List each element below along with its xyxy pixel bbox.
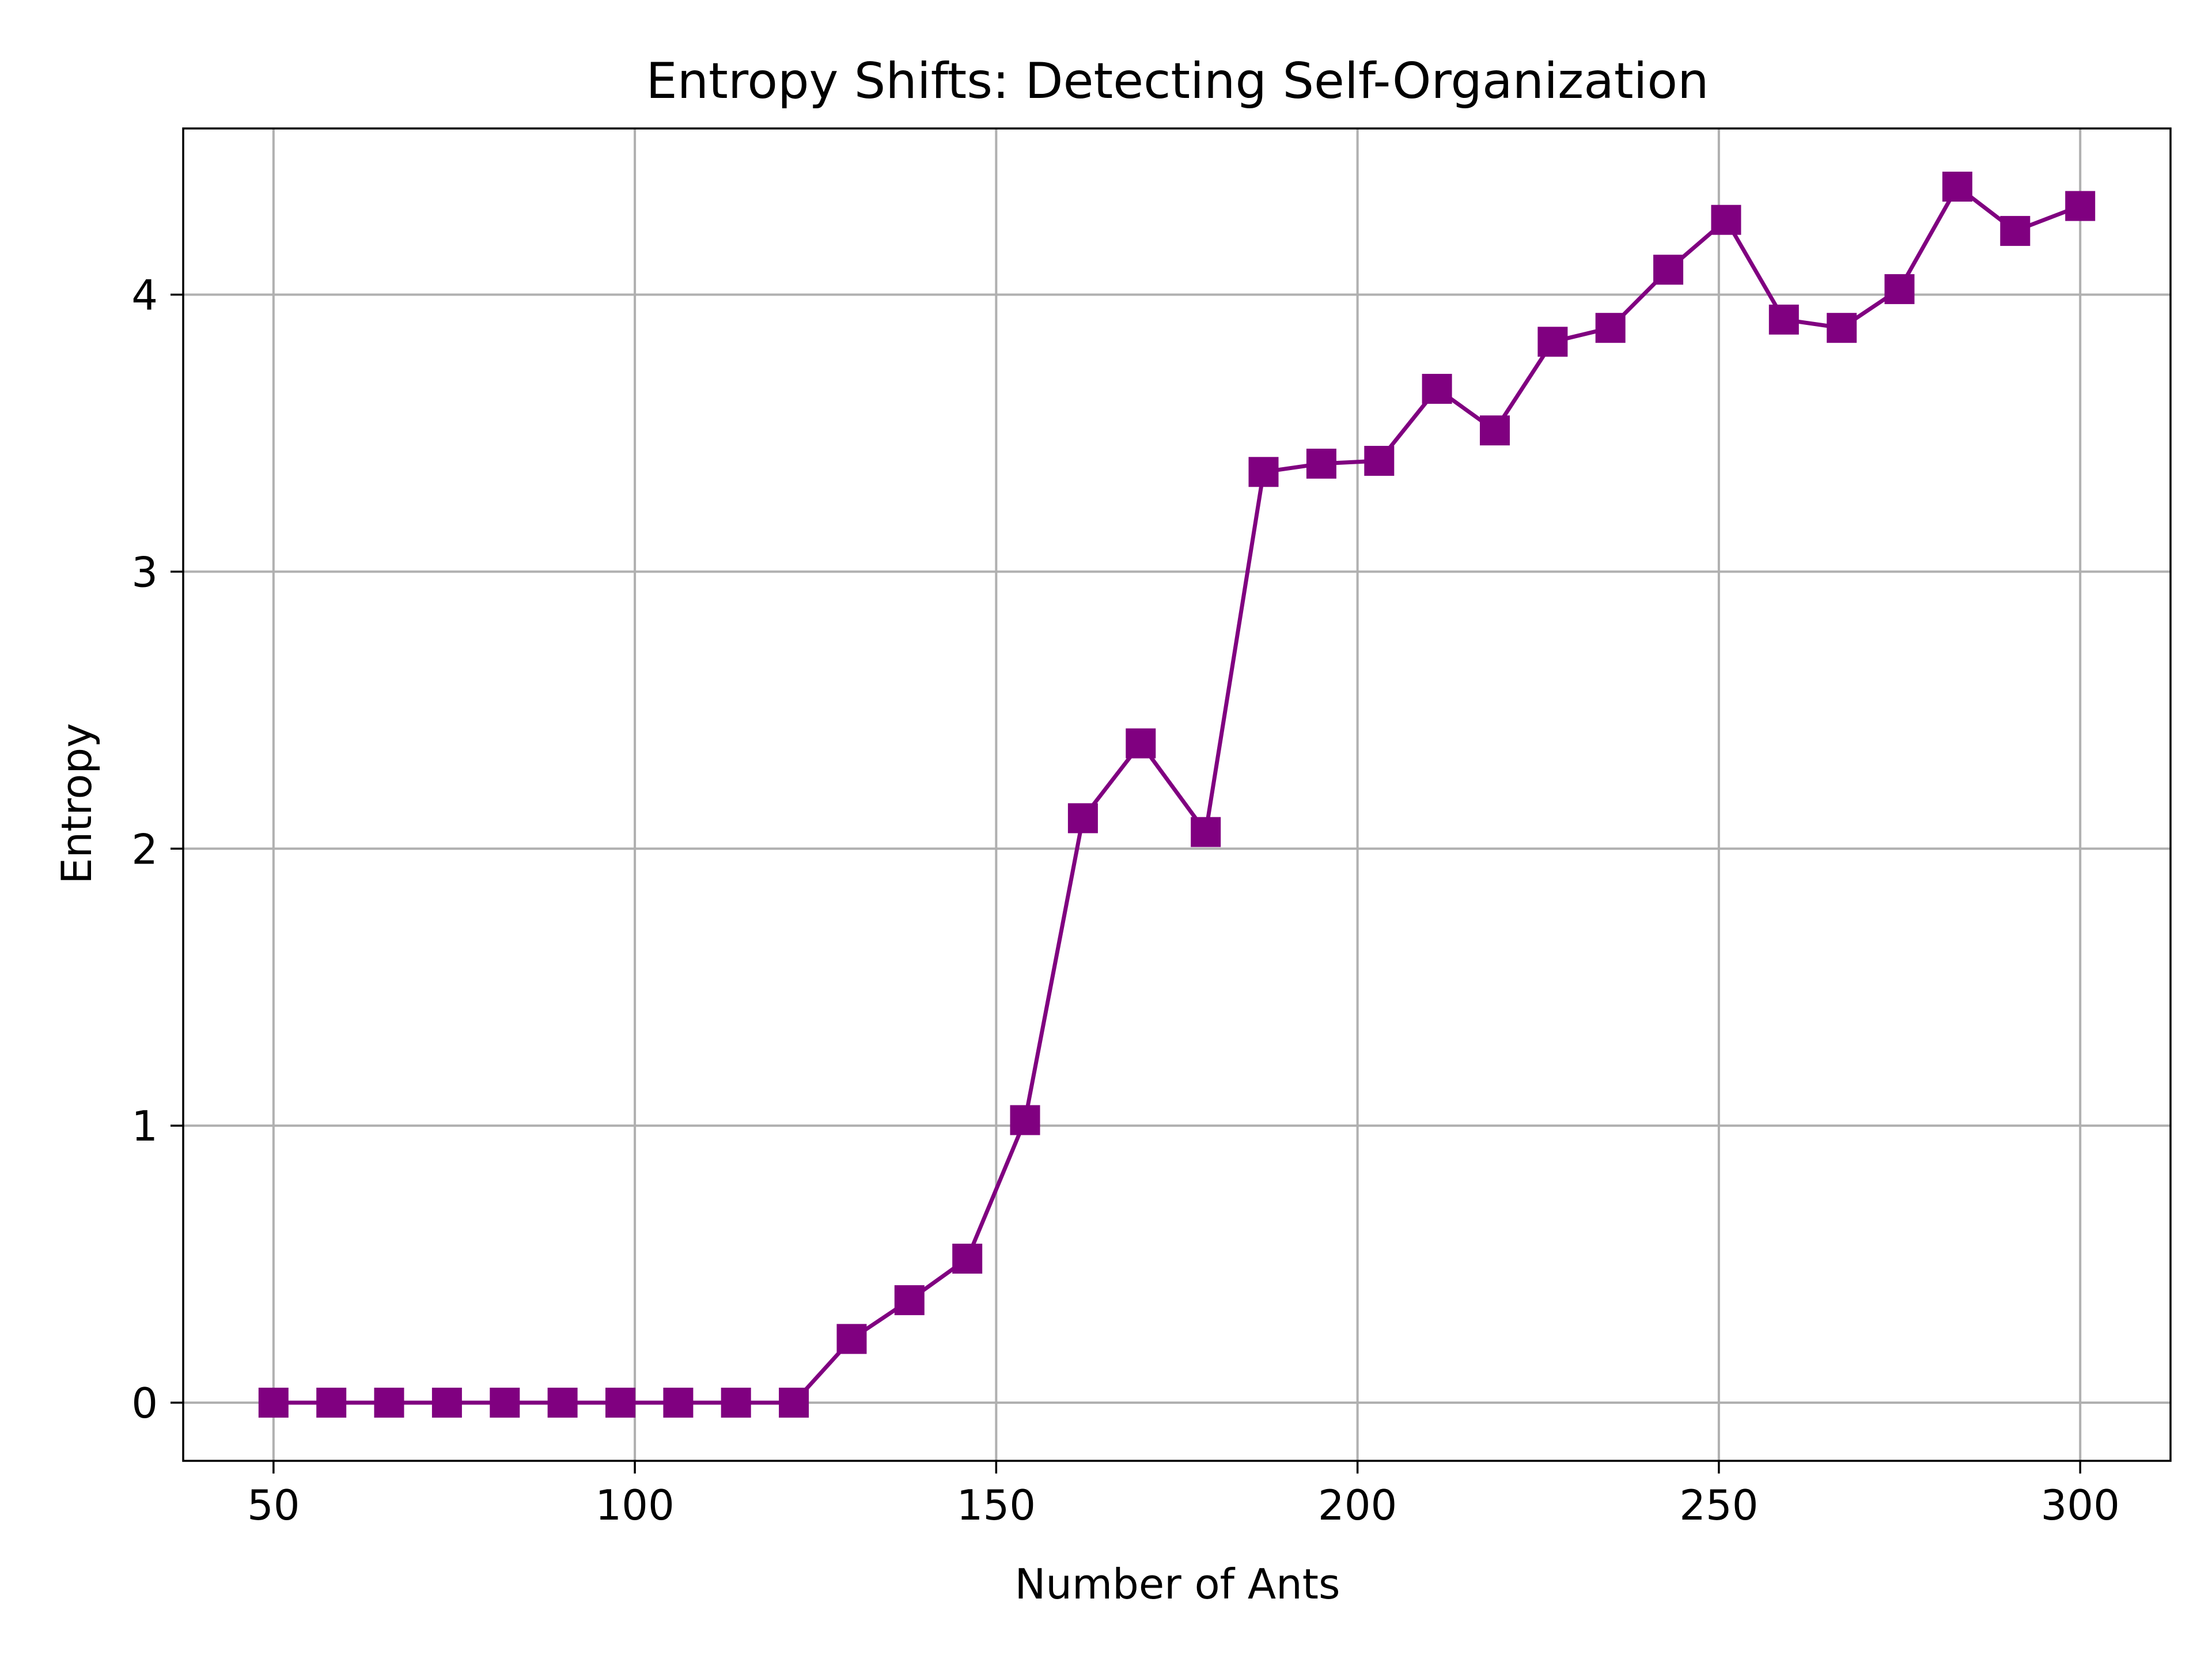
data-point	[1248, 457, 1279, 487]
y-tick-label: 4	[131, 271, 158, 320]
data-point	[316, 1388, 347, 1418]
y-axis-label: Entropy	[52, 723, 101, 884]
data-point	[779, 1388, 809, 1418]
data-point	[2065, 191, 2096, 221]
data-point	[1364, 446, 1395, 476]
data-point	[1537, 327, 1568, 357]
data-point	[431, 1388, 462, 1418]
data-point	[1306, 448, 1336, 479]
data-point	[258, 1388, 289, 1418]
x-tick-label: 300	[2040, 1481, 2119, 1529]
y-axis: 0 1 2 3 4	[131, 271, 183, 1427]
data-point	[1010, 1105, 1040, 1135]
x-tick-label: 100	[595, 1481, 674, 1529]
data-point	[1595, 313, 1626, 343]
data-point	[1884, 274, 1915, 304]
y-tick-label: 1	[131, 1102, 158, 1150]
y-tick-label: 3	[131, 548, 158, 596]
data-point	[374, 1388, 404, 1418]
x-tick-label: 150	[957, 1481, 1036, 1529]
data-point	[836, 1324, 867, 1354]
x-axis-label: Number of Ants	[1014, 1560, 1340, 1608]
chart-title: Entropy Shifts: Detecting Self-Organizat…	[646, 52, 1709, 110]
x-tick-label: 200	[1318, 1481, 1397, 1529]
data-point	[2000, 215, 2031, 246]
x-tick-label: 50	[247, 1481, 300, 1529]
data-point	[547, 1388, 578, 1418]
y-tick-label: 2	[131, 825, 158, 873]
data-point	[1191, 817, 1221, 847]
data-point	[1480, 415, 1510, 446]
data-point	[1942, 172, 1972, 202]
data-point	[1653, 255, 1684, 285]
data-point	[1768, 304, 1799, 335]
y-tick-label: 0	[131, 1379, 158, 1427]
data-point	[1711, 204, 1741, 235]
data-point	[1067, 803, 1098, 834]
data-point	[894, 1285, 925, 1316]
data-point	[1422, 374, 1452, 404]
x-tick-label: 250	[1679, 1481, 1758, 1529]
data-point	[605, 1388, 635, 1418]
grid-lines	[183, 128, 2171, 1461]
x-axis: 50 100 150 200 250 300	[247, 1461, 2120, 1529]
plot-frame	[182, 127, 2172, 1462]
data-point	[1126, 728, 1156, 759]
data-point	[663, 1388, 694, 1418]
data-point	[721, 1388, 751, 1418]
series-layer	[258, 172, 2096, 1418]
data-point	[1827, 313, 1857, 343]
data-point	[952, 1244, 983, 1274]
data-point	[490, 1388, 520, 1418]
